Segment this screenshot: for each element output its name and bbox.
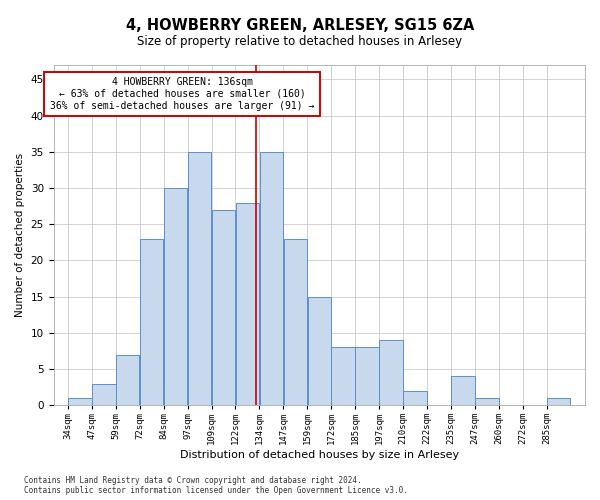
Bar (379, 340, 403, 405)
Bar (308, 296, 331, 405)
Bar (403, 391, 427, 405)
Text: Contains HM Land Registry data © Crown copyright and database right 2024.: Contains HM Land Registry data © Crown c… (24, 476, 362, 485)
Bar (212, 210, 235, 405)
Bar (547, 398, 571, 405)
Text: Size of property relative to detached houses in Arlesey: Size of property relative to detached ho… (137, 35, 463, 48)
Bar (331, 348, 355, 405)
Bar (140, 238, 163, 405)
Bar (116, 354, 139, 405)
Bar (92, 384, 116, 405)
Bar (188, 152, 211, 405)
Bar (164, 188, 187, 405)
Bar (284, 238, 307, 405)
Bar (475, 398, 499, 405)
Bar (260, 152, 283, 405)
Bar (68, 398, 92, 405)
Text: 4 HOWBERRY GREEN: 136sqm
← 63% of detached houses are smaller (160)
36% of semi-: 4 HOWBERRY GREEN: 136sqm ← 63% of detach… (50, 78, 314, 110)
Text: 4, HOWBERRY GREEN, ARLESEY, SG15 6ZA: 4, HOWBERRY GREEN, ARLESEY, SG15 6ZA (126, 18, 474, 32)
Text: Contains public sector information licensed under the Open Government Licence v3: Contains public sector information licen… (24, 486, 408, 495)
Bar (355, 348, 379, 405)
Bar (451, 376, 475, 405)
Bar (236, 202, 259, 405)
Y-axis label: Number of detached properties: Number of detached properties (15, 153, 25, 317)
X-axis label: Distribution of detached houses by size in Arlesey: Distribution of detached houses by size … (180, 450, 459, 460)
